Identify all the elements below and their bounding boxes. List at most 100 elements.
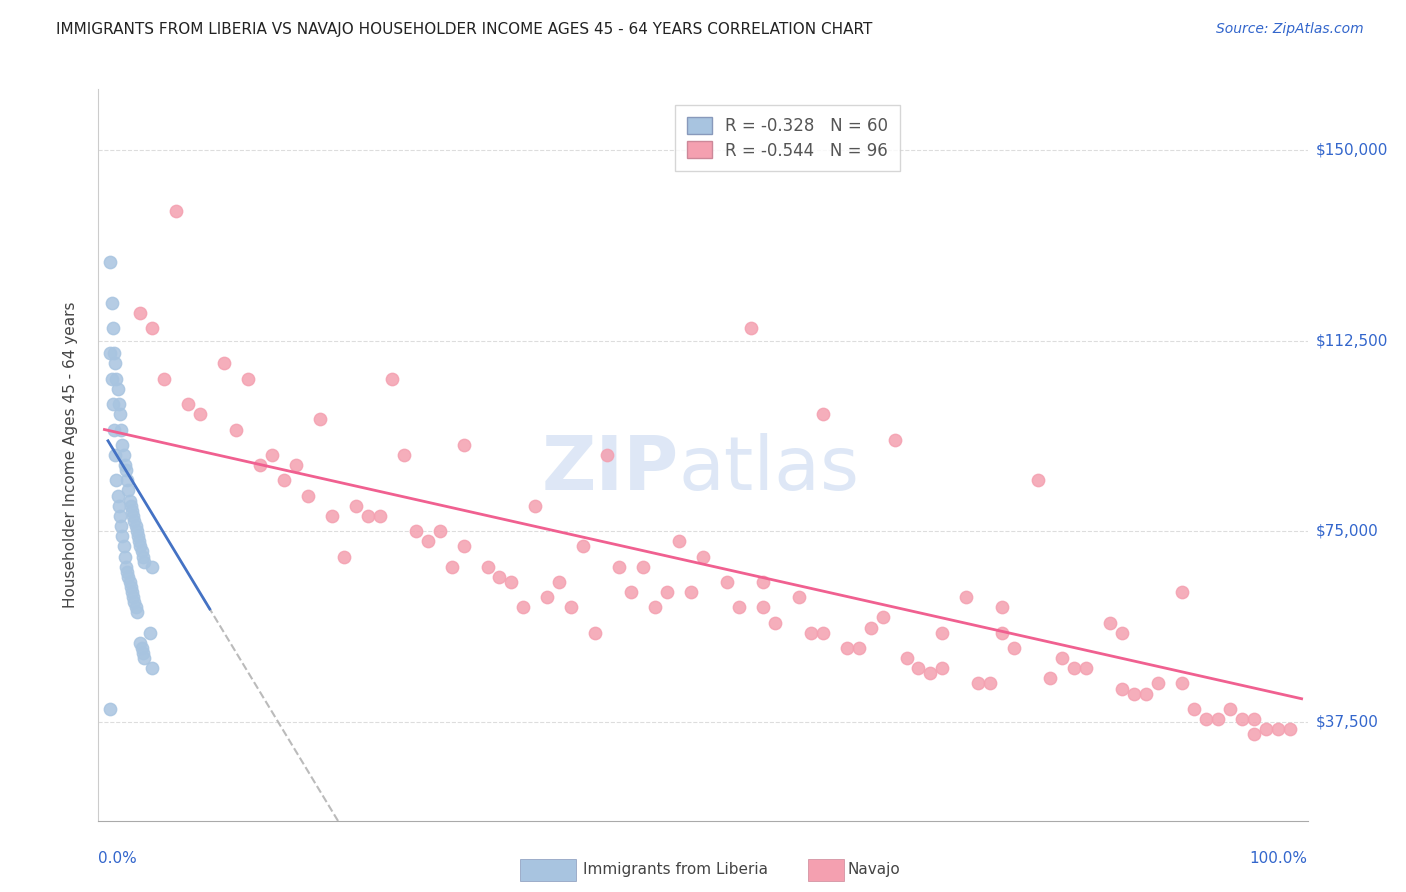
Point	[118, 574, 141, 589]
Point	[124, 519, 146, 533]
Point	[188, 407, 211, 421]
Point	[811, 625, 834, 640]
Point	[124, 600, 146, 615]
Point	[132, 646, 155, 660]
Point	[273, 473, 295, 487]
Point	[381, 372, 404, 386]
Point	[572, 539, 595, 553]
Point	[115, 473, 138, 487]
Point	[1230, 712, 1253, 726]
Point	[108, 407, 131, 421]
Text: 0.0%: 0.0%	[98, 851, 138, 866]
Text: Source: ZipAtlas.com: Source: ZipAtlas.com	[1216, 22, 1364, 37]
Text: Immigrants from Liberia: Immigrants from Liberia	[583, 863, 769, 877]
Point	[118, 493, 141, 508]
Point	[931, 661, 953, 675]
Point	[110, 423, 132, 437]
Point	[1026, 473, 1049, 487]
Point	[131, 544, 153, 558]
Point	[236, 372, 259, 386]
Point	[907, 661, 929, 675]
Point	[872, 610, 894, 624]
Point	[1243, 712, 1265, 726]
Point	[101, 397, 124, 411]
Point	[716, 574, 738, 589]
Point	[848, 640, 870, 655]
Point	[107, 499, 129, 513]
Point	[655, 585, 678, 599]
Point	[1002, 640, 1025, 655]
Point	[309, 412, 332, 426]
Point	[405, 524, 427, 538]
Y-axis label: Householder Income Ages 45 - 64 years: Householder Income Ages 45 - 64 years	[63, 301, 77, 608]
Point	[1278, 723, 1301, 737]
Point	[212, 356, 235, 371]
Point	[105, 473, 128, 487]
Point	[1135, 687, 1157, 701]
Point	[321, 508, 343, 523]
Text: atlas: atlas	[679, 433, 860, 506]
Point	[967, 676, 990, 690]
Point	[128, 534, 150, 549]
Point	[344, 499, 367, 513]
Point	[103, 423, 125, 437]
Point	[668, 534, 690, 549]
Point	[416, 534, 439, 549]
Point	[115, 565, 138, 579]
Legend: R = -0.328   N = 60, R = -0.544   N = 96: R = -0.328 N = 60, R = -0.544 N = 96	[675, 105, 900, 171]
Point	[357, 508, 380, 523]
Point	[129, 539, 152, 553]
Point	[111, 529, 134, 543]
Point	[297, 489, 319, 503]
Point	[501, 574, 523, 589]
Point	[477, 559, 499, 574]
Point	[1254, 723, 1277, 737]
Point	[112, 448, 135, 462]
Point	[679, 585, 702, 599]
Point	[165, 204, 187, 219]
Point	[107, 382, 129, 396]
Point	[103, 346, 125, 360]
Point	[107, 397, 129, 411]
Point	[225, 423, 247, 437]
Point	[122, 590, 145, 604]
Point	[132, 549, 155, 564]
Point	[100, 295, 122, 310]
Text: 100.0%: 100.0%	[1250, 851, 1308, 866]
Point	[115, 559, 138, 574]
Point	[1050, 651, 1073, 665]
Text: $37,500: $37,500	[1316, 714, 1379, 729]
Text: Navajo: Navajo	[848, 863, 901, 877]
Point	[991, 600, 1014, 615]
Point	[121, 585, 143, 599]
Point	[740, 321, 762, 335]
Point	[117, 483, 139, 498]
Point	[1147, 676, 1170, 690]
Point	[368, 508, 391, 523]
Point	[129, 636, 152, 650]
Point	[1171, 676, 1194, 690]
Point	[100, 346, 122, 360]
Point	[488, 570, 510, 584]
Point	[728, 600, 751, 615]
Point	[108, 508, 131, 523]
Point	[120, 580, 142, 594]
Point	[1267, 723, 1289, 737]
Point	[1206, 712, 1229, 726]
Point	[110, 519, 132, 533]
Point	[177, 397, 200, 411]
Point	[392, 448, 415, 462]
Point	[112, 539, 135, 553]
Text: ZIP: ZIP	[541, 433, 679, 506]
Point	[752, 574, 775, 589]
Point	[124, 595, 146, 609]
Point	[763, 615, 786, 630]
Point	[105, 372, 128, 386]
Point	[1195, 712, 1218, 726]
Point	[835, 640, 858, 655]
Point	[111, 438, 134, 452]
Point	[1182, 702, 1205, 716]
Point	[548, 574, 571, 589]
Point	[1111, 625, 1133, 640]
Text: $150,000: $150,000	[1316, 143, 1388, 158]
